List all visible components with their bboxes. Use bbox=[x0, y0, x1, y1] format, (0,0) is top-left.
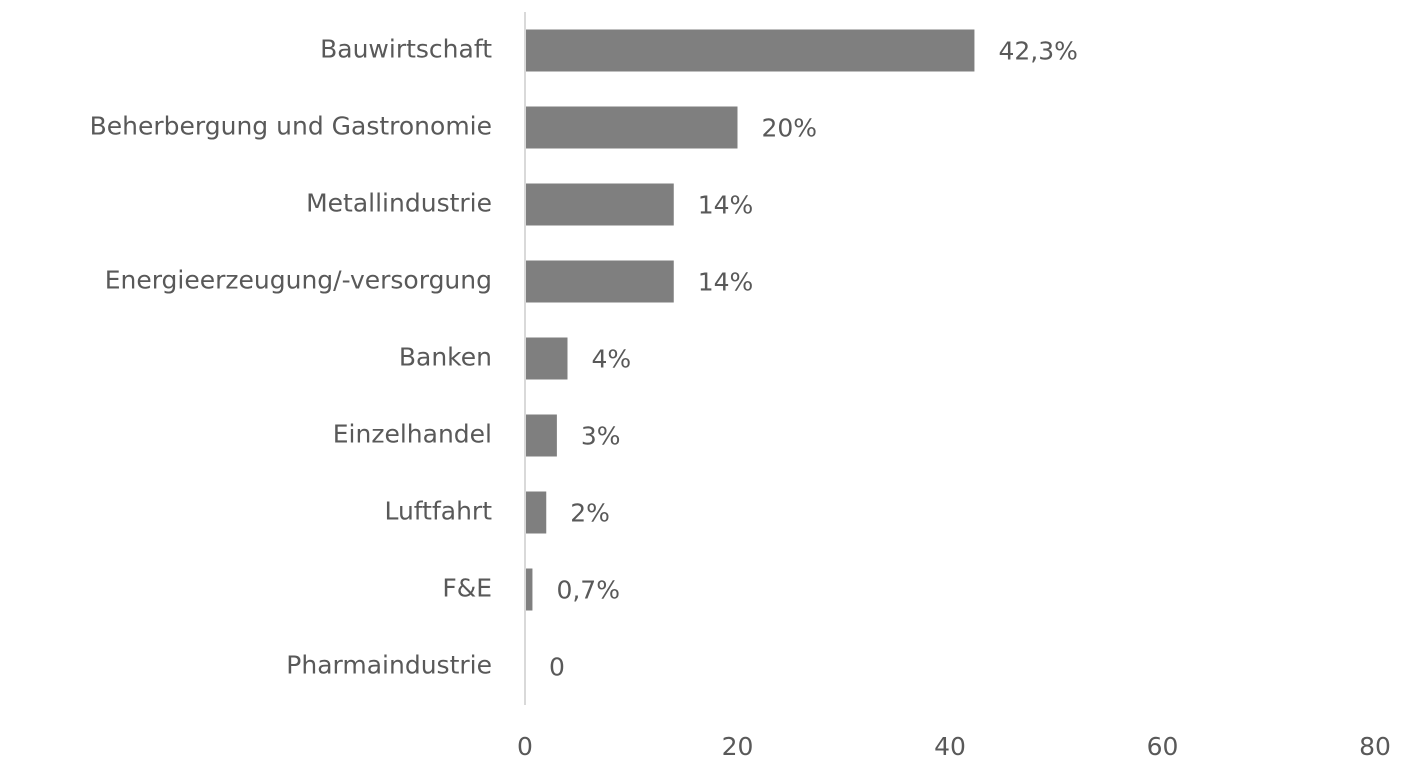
y-tick-label: Energieerzeugung/-versorgung bbox=[105, 266, 492, 295]
x-tick-label: 0 bbox=[517, 732, 533, 761]
y-tick-label: Pharmaindustrie bbox=[286, 651, 492, 680]
bar bbox=[525, 491, 547, 534]
value-label: 2% bbox=[570, 499, 610, 528]
bar bbox=[525, 106, 738, 149]
y-tick-label: Banken bbox=[399, 343, 492, 372]
value-label: 0 bbox=[549, 653, 565, 682]
y-tick-label: Einzelhandel bbox=[333, 420, 492, 449]
bar bbox=[525, 29, 975, 72]
bar bbox=[525, 337, 568, 380]
bar bbox=[525, 568, 533, 611]
x-tick-label: 20 bbox=[722, 732, 754, 761]
x-tick-label: 60 bbox=[1147, 732, 1179, 761]
value-label: 4% bbox=[592, 345, 632, 374]
bar bbox=[525, 183, 674, 226]
value-label: 20% bbox=[762, 114, 818, 143]
value-label: 42,3% bbox=[998, 37, 1077, 66]
value-label: 14% bbox=[698, 191, 754, 220]
x-tick-label: 40 bbox=[934, 732, 966, 761]
value-label: 3% bbox=[581, 422, 621, 451]
value-label: 14% bbox=[698, 268, 754, 297]
x-tick-label: 80 bbox=[1359, 732, 1391, 761]
value-label: 0,7% bbox=[556, 576, 620, 605]
bar bbox=[525, 260, 674, 303]
y-tick-label: Bauwirtschaft bbox=[320, 35, 492, 64]
bar bbox=[525, 414, 557, 457]
y-tick-label: Beherbergung und Gastronomie bbox=[90, 112, 492, 141]
y-tick-label: F&E bbox=[442, 574, 492, 603]
y-tick-label: Luftfahrt bbox=[384, 497, 492, 526]
y-tick-label: Metallindustrie bbox=[306, 189, 492, 218]
